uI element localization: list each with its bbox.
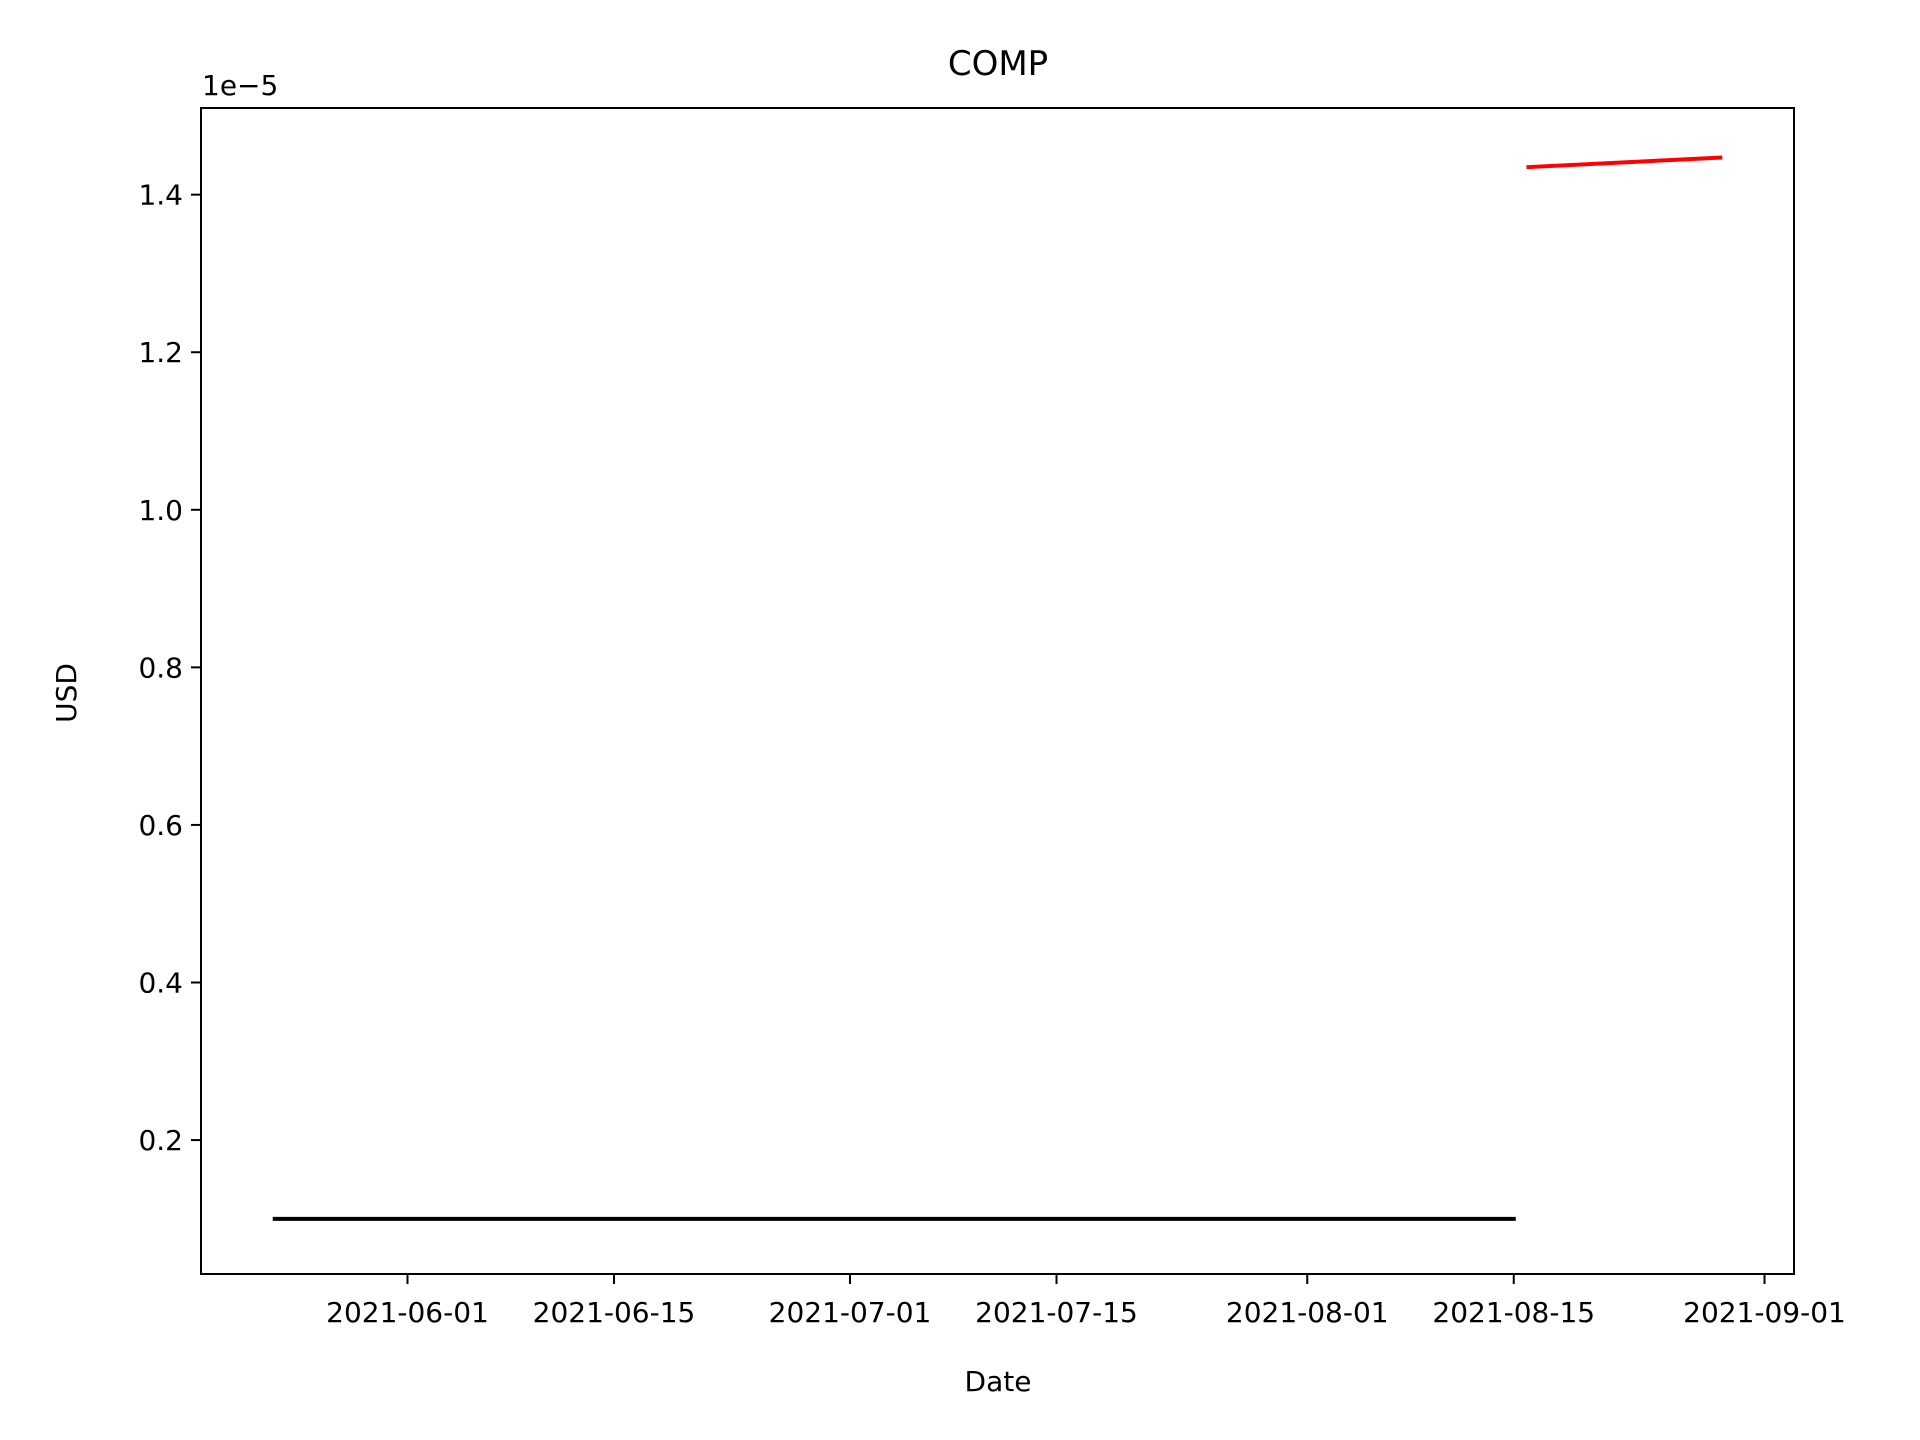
y-tick-label: 0.4	[138, 967, 183, 1000]
x-axis-label: Date	[965, 1365, 1032, 1398]
x-tick-label: 2021-08-15	[1432, 1296, 1595, 1329]
x-tick-label: 2021-07-15	[975, 1296, 1138, 1329]
y-axis-label: USD	[50, 663, 83, 723]
x-tick-label: 2021-09-01	[1683, 1296, 1846, 1329]
x-tick-label: 2021-06-01	[326, 1296, 489, 1329]
chart-title: COMP	[948, 44, 1048, 84]
x-tick-label: 2021-07-01	[769, 1296, 932, 1329]
y-tick-label: 1.0	[138, 494, 183, 527]
series-layer	[272, 155, 1723, 1221]
plot-frame	[200, 107, 1795, 1275]
y-tick-label: 1.4	[138, 179, 183, 212]
series-line-2	[1526, 155, 1723, 170]
y-tick-label: 0.6	[138, 809, 183, 842]
y-ticks: 0.2 0.4 0.6 0.8 1.0 1.2 1.4	[138, 179, 201, 1157]
x-ticks: 2021-06-01 2021-06-15 2021-07-01 2021-07-15…	[326, 1274, 1846, 1329]
y-offset-label: 1e−5	[202, 69, 278, 102]
y-tick-label: 0.8	[138, 651, 183, 684]
y-tick-label: 1.2	[138, 336, 183, 369]
x-tick-label: 2021-08-01	[1226, 1296, 1389, 1329]
x-tick-label: 2021-06-15	[533, 1296, 696, 1329]
y-tick-label: 0.2	[138, 1124, 183, 1157]
